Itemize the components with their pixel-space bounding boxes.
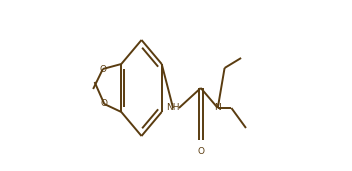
Text: O: O — [101, 100, 108, 109]
Text: N: N — [214, 103, 221, 113]
Text: NH: NH — [166, 103, 180, 113]
Text: O: O — [99, 64, 106, 74]
Text: O: O — [197, 148, 204, 156]
